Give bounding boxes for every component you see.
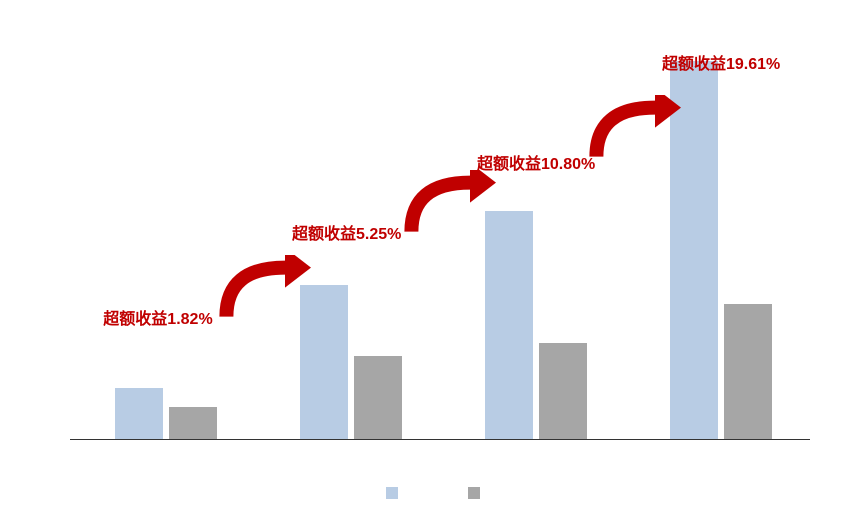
- chart-area: 超额收益1.82%超额收益5.25%超额收益10.80%超额收益19.61%: [70, 30, 810, 440]
- bar-series-b-0: [169, 407, 217, 439]
- legend: [0, 487, 865, 499]
- bar-series-b-3: [724, 304, 772, 439]
- arrow-1: [403, 170, 498, 240]
- plot-region: 超额收益1.82%超额收益5.25%超额收益10.80%超额收益19.61%: [70, 30, 810, 440]
- bar-series-a-0: [115, 388, 163, 439]
- annotation-1: 超额收益5.25%: [292, 220, 401, 244]
- annotation-0: 超额收益1.82%: [103, 305, 212, 329]
- legend-swatch-b: [468, 487, 480, 499]
- arrow-2: [588, 95, 683, 165]
- annotation-3: 超额收益19.61%: [662, 50, 780, 74]
- x-axis: [70, 439, 810, 440]
- legend-swatch-a: [386, 487, 398, 499]
- legend-item-b: [468, 487, 480, 499]
- bar-series-b-2: [539, 343, 587, 439]
- legend-item-a: [386, 487, 398, 499]
- bar-series-a-2: [485, 211, 533, 439]
- arrow-0: [218, 255, 313, 325]
- bar-series-b-1: [354, 356, 402, 439]
